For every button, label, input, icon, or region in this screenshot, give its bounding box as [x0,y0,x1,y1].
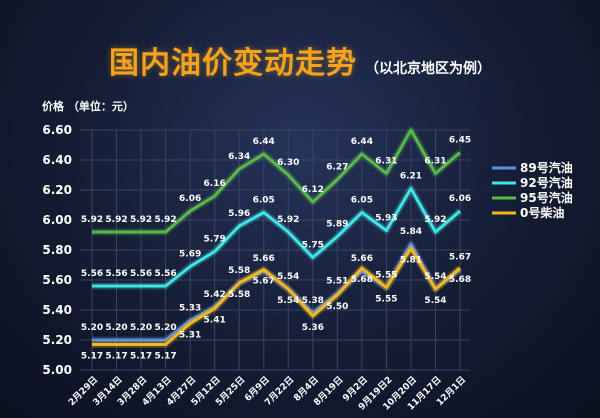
data-label: 5.92 [81,215,103,225]
chart-title-block: 国内油价变动走势 （以北京地区为例） [0,38,600,82]
y-tick-label: 6.20 [42,183,72,197]
data-label: 5.92 [277,215,299,225]
data-label: 5.54 [424,296,446,306]
data-label: 5.20 [81,323,103,333]
y-tick-label: 6.00 [42,213,72,227]
data-label: 5.56 [105,269,127,279]
legend-label: 89号汽油 [520,160,573,175]
y-tick-label: 6.40 [42,153,72,167]
data-label: 5.92 [130,215,152,225]
legend-label: 0号柴油 [520,205,564,220]
data-label: 6.06 [449,194,471,204]
data-label: 5.92 [154,215,176,225]
data-label: 6.34 [228,152,250,162]
data-label: 6.06 [179,194,201,204]
data-label: 5.55 [375,271,397,281]
data-label: 5.92 [105,215,127,225]
data-label: 5.58 [228,266,250,276]
data-label: 5.54 [277,296,299,306]
series-line-3 [92,247,461,346]
data-label: 5.93 [375,214,397,224]
data-label: 5.58 [228,290,250,300]
series-line-1 [92,187,461,288]
data-label: 6.05 [351,196,373,206]
data-label: 5.20 [130,323,152,333]
data-label: 5.66 [351,254,373,264]
y-axis-label: 价格 （单位：元） [42,99,134,113]
data-label: 5.75 [302,241,324,251]
data-label: 5.96 [228,209,250,219]
data-label: 6.44 [253,137,275,147]
y-axis: 5.00 5.20 5.40 5.60 5.80 6.00 6.20 6.40 6.60 [42,123,72,377]
data-label: 5.17 [154,352,176,362]
data-label: 5.56 [154,269,176,279]
data-label: 5.38 [302,296,324,306]
y-tick-label: 5.80 [42,243,72,257]
data-label: 5.68 [351,275,373,285]
data-label: 6.31 [375,157,397,167]
data-label: 5.33 [179,304,201,314]
x-axis: 2月29日3月14日3月28日4月13日4月27日5月12日5月25日6月9日7… [66,374,468,412]
data-label: 5.17 [81,352,103,362]
series-line-2 [92,128,461,234]
data-label: 6.30 [277,158,299,168]
data-label: 6.27 [326,163,348,173]
data-label: 5.20 [105,323,127,333]
data-label: 5.84 [400,227,422,237]
data-label: 6.45 [449,136,471,146]
data-label: 5.54 [424,272,446,282]
data-label: 5.17 [105,352,127,362]
data-label: 5.36 [302,323,324,333]
data-label: 6.12 [302,185,324,195]
data-label: 5.50 [326,302,348,312]
data-label: 5.54 [277,272,299,282]
data-label: 5.67 [253,277,275,287]
chart-subtitle: （以北京地区为例） [365,61,491,77]
data-labels: 5.20 5.20 5.20 5.205.335.425.585.665.545.38… [81,136,471,362]
legend-label: 95号汽油 [520,190,573,205]
data-label: 5.89 [326,220,348,230]
data-label: 6.31 [424,157,446,167]
y-tick-label: 6.60 [42,123,72,137]
data-label: 5.81 [400,256,422,266]
data-label: 5.69 [179,250,201,260]
data-label: 5.68 [449,275,471,285]
data-label: 5.41 [204,316,226,326]
data-label: 6.44 [351,137,373,147]
data-label: 5.79 [204,235,226,245]
data-label: 5.56 [130,269,152,279]
data-label: 5.20 [154,323,176,333]
series-lines [92,126,463,348]
y-tick-label: 5.00 [42,363,72,377]
data-label: 5.51 [326,277,348,287]
data-label: 5.31 [179,331,201,341]
legend-label: 92号汽油 [520,175,573,190]
data-label: 5.67 [449,253,471,263]
data-label: 5.17 [130,352,152,362]
y-tick-label: 5.60 [42,273,72,287]
data-label: 6.05 [253,196,275,206]
data-label: 5.42 [204,290,226,300]
chart-title: 国内油价变动走势 [109,46,357,81]
data-label: 6.16 [204,179,226,189]
data-label: 5.55 [375,295,397,305]
y-tick-label: 5.20 [42,333,72,347]
data-label: 6.21 [400,172,422,182]
data-label: 5.92 [424,215,446,225]
data-label: 5.66 [253,254,275,264]
data-label: 5.56 [81,269,103,279]
y-tick-label: 5.40 [42,303,72,317]
